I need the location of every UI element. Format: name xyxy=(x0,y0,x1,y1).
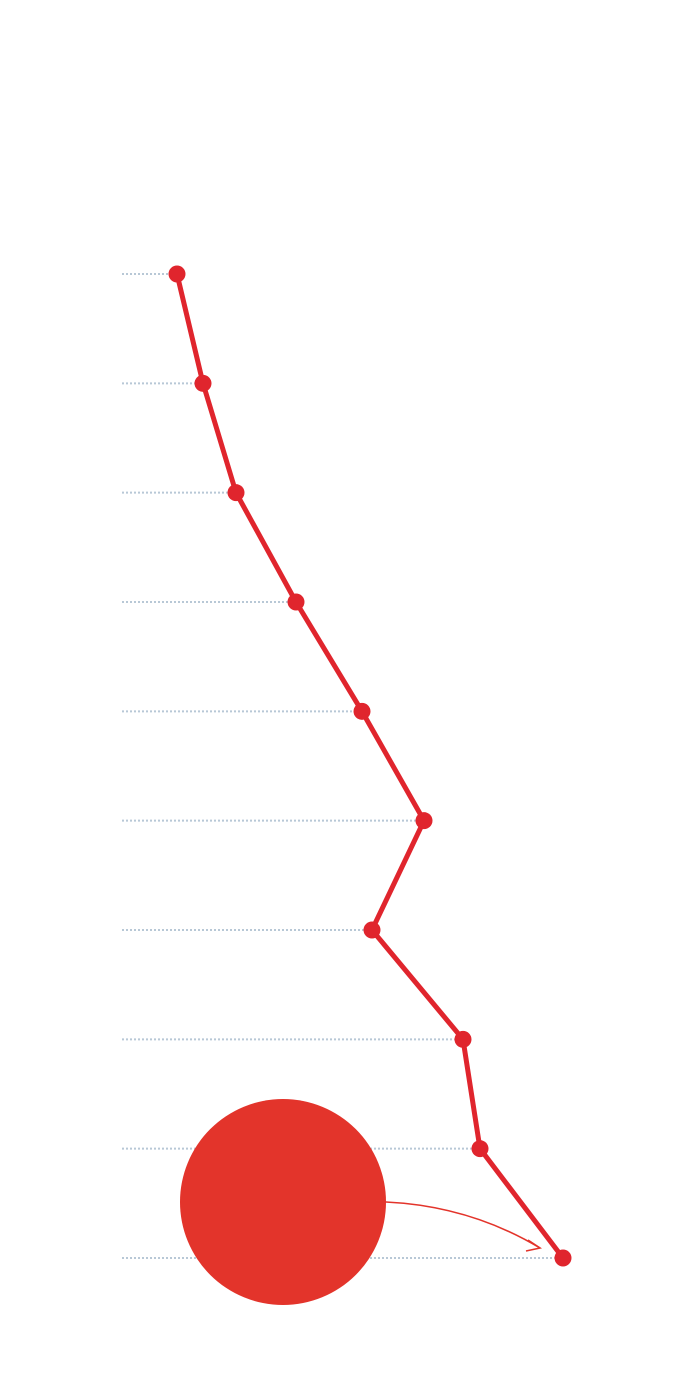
point xyxy=(364,922,381,939)
point xyxy=(472,1140,489,1157)
point xyxy=(228,484,245,501)
point xyxy=(354,703,371,720)
series-line xyxy=(177,274,563,1258)
point xyxy=(195,375,212,392)
point xyxy=(169,266,186,283)
leader-lines xyxy=(122,274,563,1258)
highlight-circle xyxy=(180,1099,386,1305)
annotation-arrow xyxy=(386,1202,540,1248)
point xyxy=(555,1250,572,1267)
chart xyxy=(0,0,700,1400)
point xyxy=(288,594,305,611)
point xyxy=(416,812,433,829)
page: (() => { const data = JSON.parse(documen… xyxy=(0,0,700,1400)
point xyxy=(455,1031,472,1048)
